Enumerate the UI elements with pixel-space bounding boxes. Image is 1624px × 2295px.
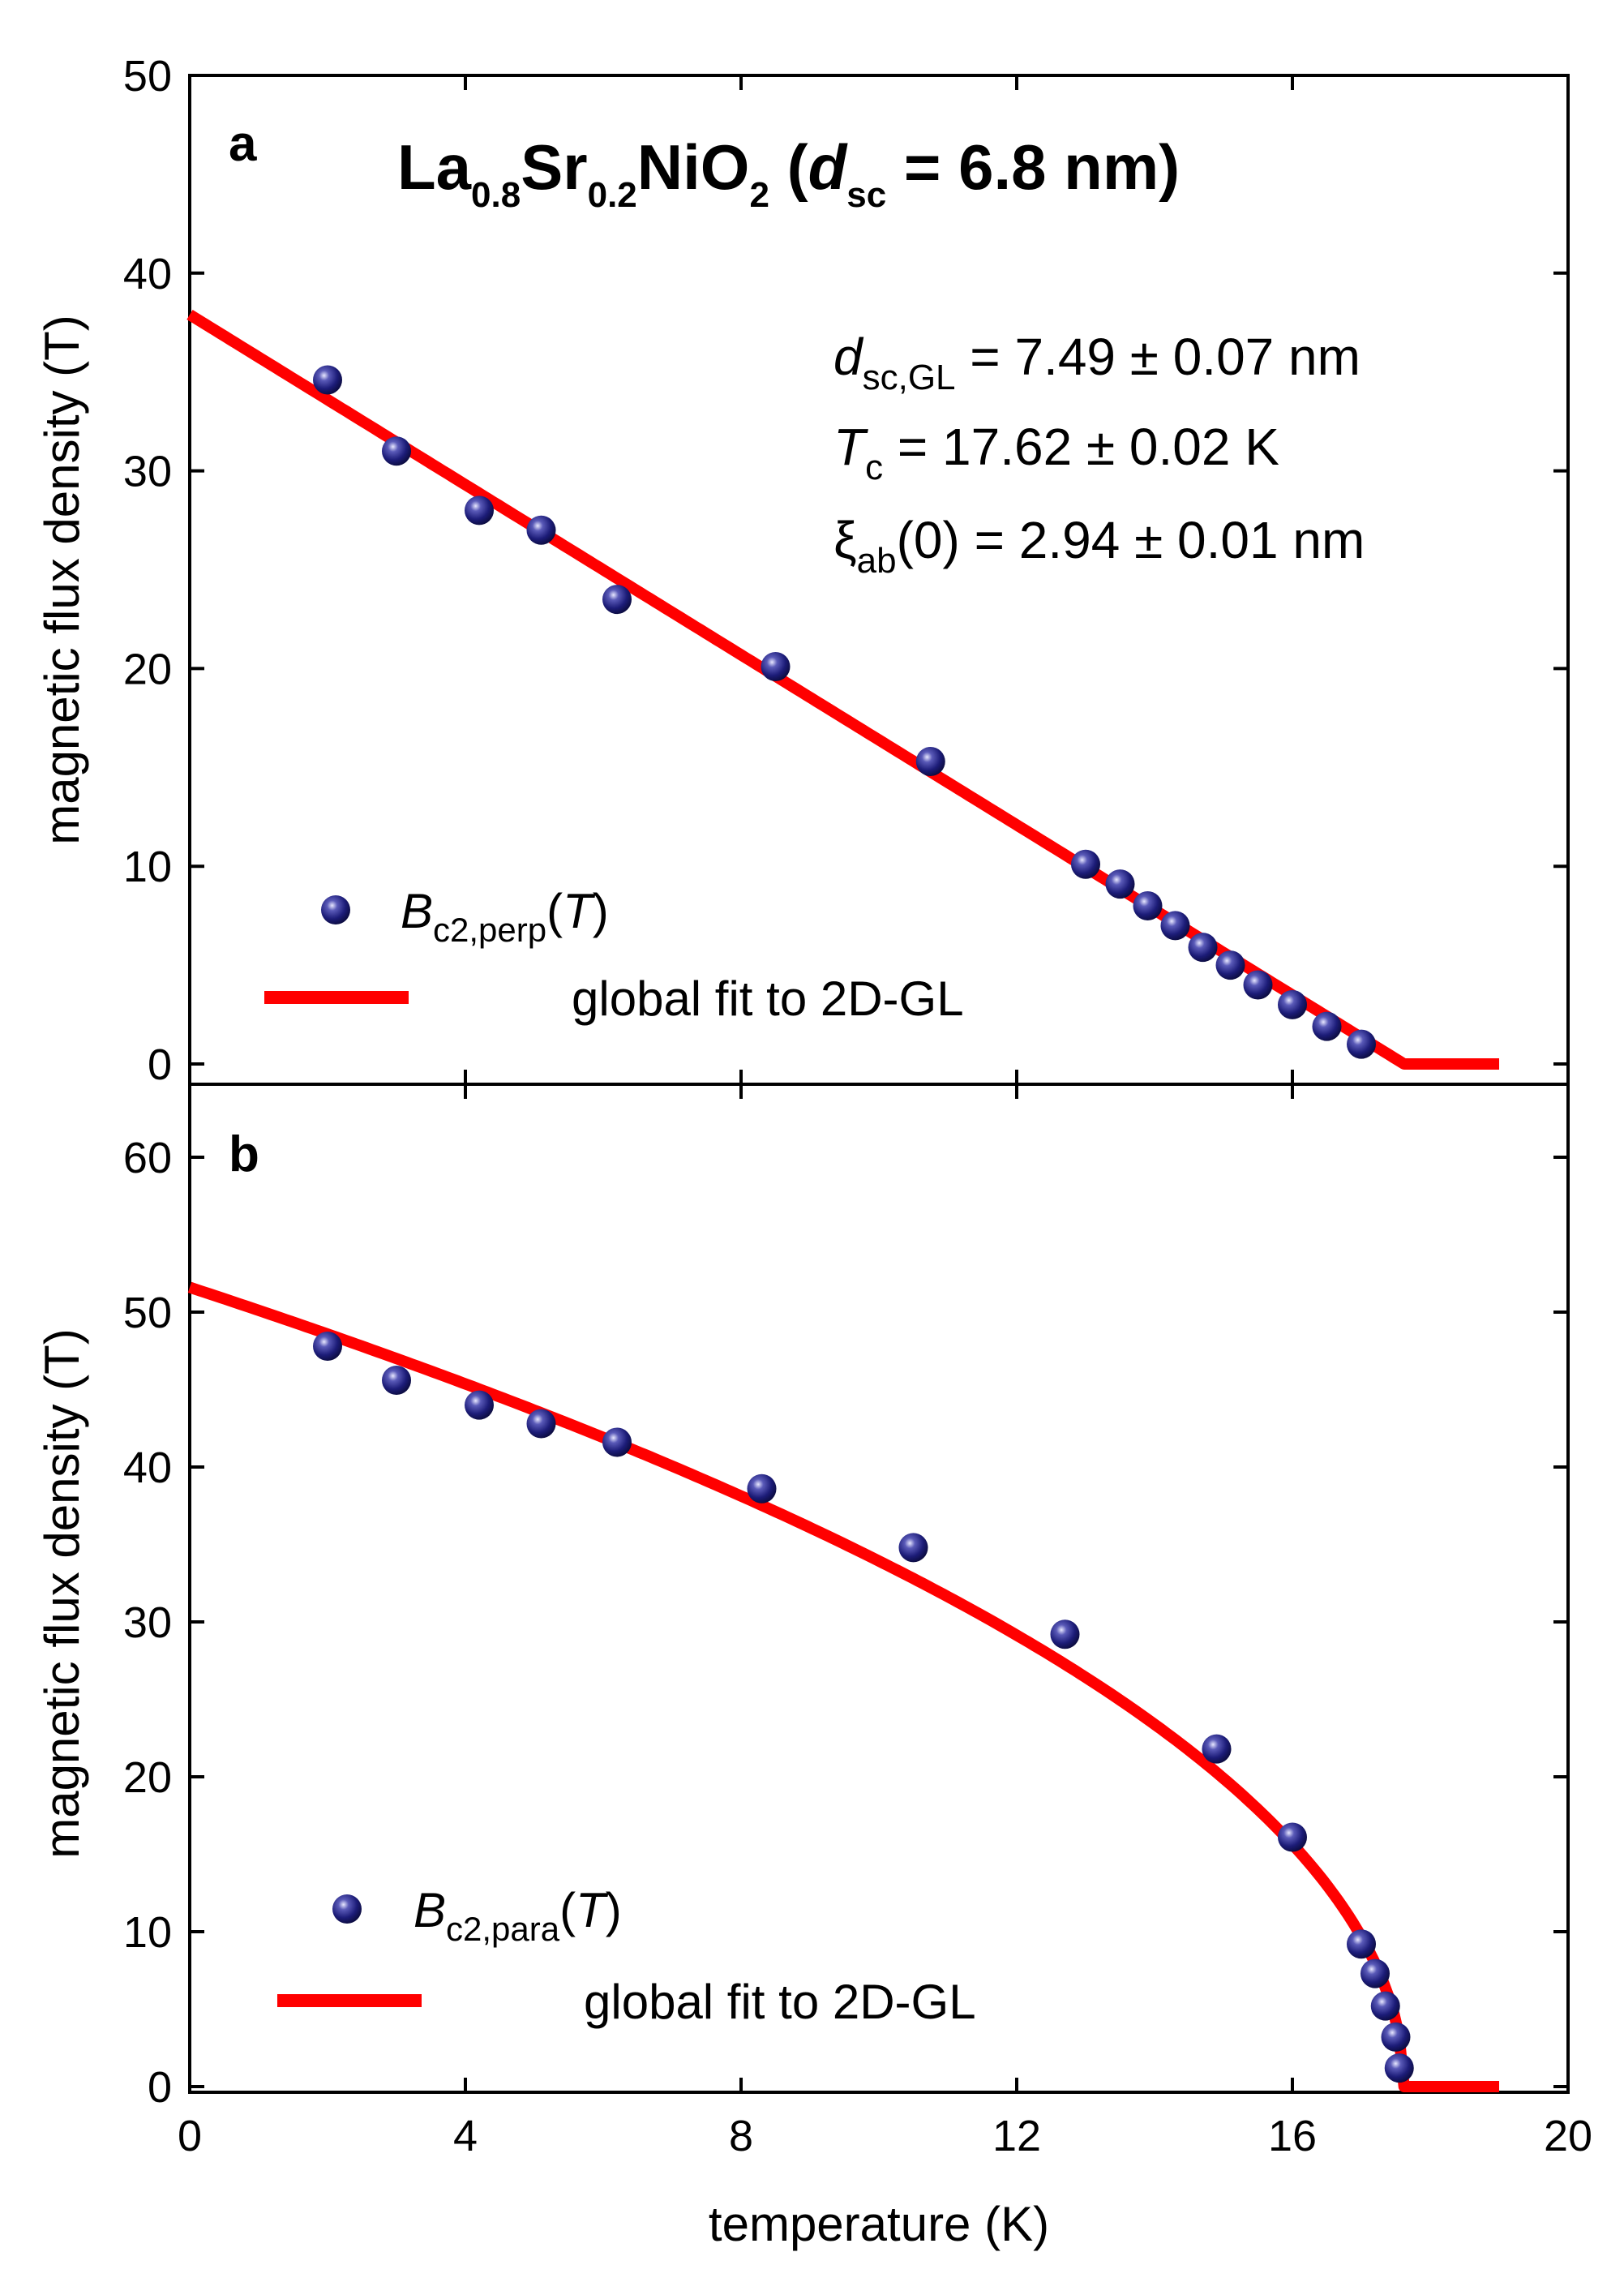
data-point xyxy=(1202,1734,1232,1764)
data-point xyxy=(465,495,494,525)
y-tick-label: 10 xyxy=(123,1908,172,1957)
legend-a-series-label: Bc2,perp(T) xyxy=(401,884,609,949)
param-xi: ξab(0) = 2.94 ± 0.01 nm xyxy=(833,511,1365,581)
data-point xyxy=(1071,849,1100,879)
y-tick-label: 20 xyxy=(123,645,172,693)
data-point xyxy=(1278,1822,1307,1852)
data-point xyxy=(1381,2022,1411,2052)
x-tick-label: 4 xyxy=(453,2112,478,2160)
b-fit-layer xyxy=(187,1281,1499,2092)
data-point xyxy=(526,515,556,545)
x-tick-label: 12 xyxy=(992,2112,1041,2160)
y-tick-label: 50 xyxy=(123,1289,172,1337)
title-la-sub: 0.8 xyxy=(471,175,521,215)
x-tick-label: 8 xyxy=(729,2112,753,2160)
data-point xyxy=(1133,890,1163,920)
legend-a-marker xyxy=(321,895,350,924)
data-point xyxy=(1370,1991,1400,2021)
data-point xyxy=(313,365,342,395)
x-tick-label: 0 xyxy=(178,2112,202,2160)
y-tick-label: 0 xyxy=(148,1040,172,1089)
data-point xyxy=(382,436,411,466)
legend-b: Bc2,para(T) global fit to 2D-GL xyxy=(277,1883,976,2029)
title-nio-sub: 2 xyxy=(749,175,769,215)
x-axis-title: temperature (K) xyxy=(709,2197,1049,2251)
panel-b: 0 10 20 30 40 50 60 b Bc2,para(T) global fit t… xyxy=(123,1084,1570,2112)
a-axis-ticks: 0 10 20 30 40 50 xyxy=(123,52,1570,1089)
y-tick-label: 20 xyxy=(123,1753,172,1802)
y-axis-title-b: magnetic flux density (T) xyxy=(35,1328,89,1859)
b-data-points xyxy=(313,1332,1414,2083)
title-d-sub: sc xyxy=(846,175,886,215)
y-tick-label: 0 xyxy=(148,2063,172,2112)
data-point xyxy=(1188,933,1218,963)
title-sr: Sr xyxy=(521,131,587,203)
data-point xyxy=(1278,989,1307,1019)
title-rest: = 6.8 nm) xyxy=(886,131,1180,203)
data-point xyxy=(915,746,945,776)
a-data-points xyxy=(313,365,1376,1059)
legend-b-series-label: Bc2,para(T) xyxy=(413,1883,622,1948)
legend-a: Bc2,perp(T) global fit to 2D-GL xyxy=(264,884,964,1026)
title-paren: ( xyxy=(769,131,808,203)
y-axis-title-a: magnetic flux density (T) xyxy=(35,315,89,845)
data-point xyxy=(526,1409,556,1439)
y-tick-label: 50 xyxy=(123,52,172,101)
panel-b-letter: b xyxy=(229,1126,259,1182)
data-point xyxy=(1160,911,1190,941)
y-tick-label: 30 xyxy=(123,1598,172,1647)
data-point xyxy=(1050,1619,1080,1649)
title-d: d xyxy=(808,131,848,203)
data-point xyxy=(1243,970,1273,1000)
data-point xyxy=(313,1332,342,1362)
title-nio: NiO xyxy=(637,131,750,203)
data-point xyxy=(1360,1958,1390,1988)
fit-curve xyxy=(187,1281,1499,2092)
data-point xyxy=(761,651,791,681)
legend-a-fit-label: global fit to 2D-GL xyxy=(572,972,964,1026)
data-point xyxy=(602,585,632,615)
data-point xyxy=(1312,1011,1342,1041)
data-point xyxy=(1215,950,1245,980)
data-point xyxy=(382,1366,411,1396)
data-point xyxy=(602,1427,632,1457)
y-tick-label: 60 xyxy=(123,1134,172,1182)
title-la: La xyxy=(397,131,472,203)
data-point xyxy=(747,1474,777,1504)
data-point xyxy=(1384,2053,1414,2083)
legend-b-marker xyxy=(332,1894,362,1924)
y-tick-label: 40 xyxy=(123,250,172,298)
data-point xyxy=(465,1390,494,1420)
y-tick-label: 40 xyxy=(123,1443,172,1492)
param-tc: Tc = 17.62 ± 0.02 K xyxy=(833,418,1279,487)
panel-a: 0 10 20 30 40 50 a La0.8Sr0.2NiO2 (dsc = 6.8 … xyxy=(123,52,1570,1089)
title-sr-sub: 0.2 xyxy=(588,175,637,215)
panel-a-title: La0.8Sr0.2NiO2 (dsc = 6.8 nm) xyxy=(397,131,1180,215)
x-tick-label: 16 xyxy=(1268,2112,1317,2160)
b-axis-ticks: 0 10 20 30 40 50 60 xyxy=(123,1084,1570,2112)
data-point xyxy=(1347,1029,1376,1059)
data-point xyxy=(1105,869,1135,899)
x-tick-label: 20 xyxy=(1544,2112,1592,2160)
panel-a-letter: a xyxy=(229,116,257,172)
data-point xyxy=(1347,1929,1376,1959)
y-tick-label: 30 xyxy=(123,448,172,496)
legend-b-fit-label: global fit to 2D-GL xyxy=(584,1975,976,2029)
data-point xyxy=(898,1533,928,1563)
y-tick-label: 10 xyxy=(123,843,172,891)
param-dsc: dsc,GL = 7.49 ± 0.07 nm xyxy=(833,328,1360,397)
x-axis-ticks: 0 4 8 12 16 20 xyxy=(178,2112,1592,2160)
